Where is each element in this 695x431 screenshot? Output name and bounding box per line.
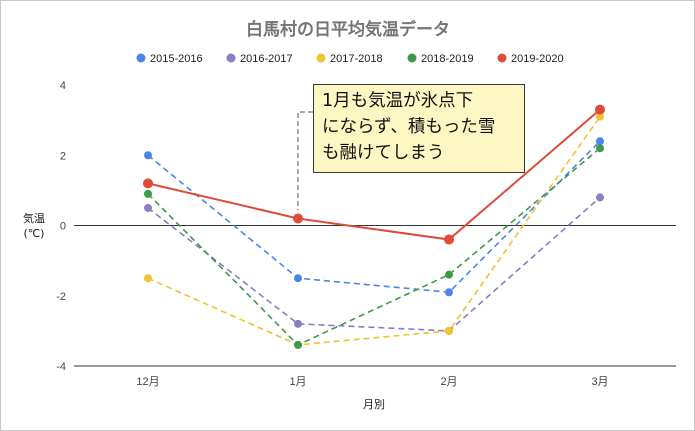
legend: 2015-2016 2016-2017 2017-2018 2018-2019 2019… [136, 53, 564, 65]
y-tick-label: 4 [60, 80, 66, 92]
legend-marker [407, 53, 417, 63]
y-axis-title: 気温(℃) [23, 211, 45, 240]
x-tick-label: 12月 [136, 376, 159, 388]
data-point [596, 193, 604, 202]
data-point [144, 274, 152, 283]
data-point [445, 326, 453, 335]
data-point [596, 112, 604, 121]
legend-marker [316, 53, 326, 63]
annotation-leader-line [297, 111, 313, 211]
series-line [147, 147, 601, 346]
y-tick-label: -4 [56, 361, 66, 373]
legend-marker [497, 53, 507, 63]
y-axis-ticks: 4 2 0 -2 -4 [56, 80, 66, 373]
annotation-callout: 1月も気温が氷点下 にならず、積もった雪 も融けてしまう [313, 84, 525, 173]
data-point [294, 319, 302, 328]
legend-label: 2016-2017 [240, 53, 293, 65]
data-point [444, 234, 454, 245]
legend-marker [136, 53, 146, 63]
data-point [294, 274, 302, 283]
data-point [445, 288, 453, 297]
x-tick-label: 3月 [591, 376, 608, 388]
series-group [143, 104, 605, 349]
legend-label: 2019-2020 [511, 53, 564, 65]
x-tick-label: 2月 [440, 376, 457, 388]
data-point [596, 144, 604, 153]
series-line [147, 196, 601, 332]
chart-title: 白馬村の日平均気温データ [246, 19, 450, 40]
y-tick-label: 2 [60, 150, 66, 162]
data-point [294, 340, 302, 349]
legend-label: 2015-2016 [150, 53, 203, 65]
legend-label: 2018-2019 [421, 53, 474, 65]
data-point [144, 203, 152, 212]
y-tick-label: 0 [60, 221, 66, 233]
series-line [147, 140, 601, 294]
series-line [147, 116, 601, 346]
data-point [144, 189, 152, 198]
x-axis-ticks: 12月 1月 2月 3月 [136, 376, 608, 388]
data-point [144, 151, 152, 160]
legend-label: 2017-2018 [330, 53, 383, 65]
data-point [293, 213, 303, 224]
x-tick-label: 1月 [289, 376, 306, 388]
y-tick-label: -2 [56, 291, 66, 303]
data-point [445, 270, 453, 279]
legend-marker [226, 53, 236, 63]
x-axis-title: 月別 [363, 398, 385, 411]
series-line [147, 108, 601, 241]
data-point [595, 104, 605, 115]
data-point [596, 137, 604, 146]
data-point [143, 178, 153, 189]
